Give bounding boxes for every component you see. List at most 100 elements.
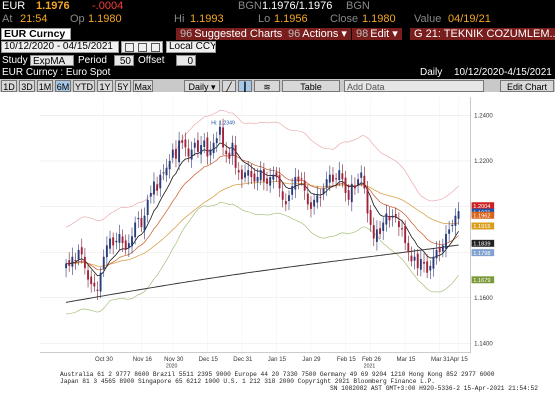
candle: [140, 217, 143, 228]
candle: [407, 242, 410, 253]
candle: [328, 174, 331, 183]
last-price: 1.1976: [36, 0, 70, 12]
candle: [388, 215, 391, 221]
study-select[interactable]: ExpMA: [30, 55, 74, 67]
period-button-max[interactable]: Max: [133, 80, 153, 92]
open-value: 1.1980: [88, 13, 122, 25]
year-label: 2021: [364, 363, 376, 369]
high-annotation: Hi: 1.2349: [211, 120, 235, 126]
candle: [247, 170, 250, 176]
line-chart-icon[interactable]: ╱: [222, 80, 236, 92]
candle: [146, 199, 149, 215]
candle: [109, 238, 111, 249]
add-data-input[interactable]: Add Data: [344, 80, 484, 92]
bid-ask: 1.1976/1.1976: [262, 0, 333, 12]
ema-200: [65, 244, 459, 303]
study-row: 10/12/2020 - 04/15/2021 Local CCY: [0, 41, 555, 54]
period-button-ytd[interactable]: YTD: [73, 80, 95, 92]
candle: [347, 190, 350, 200]
candle: [445, 233, 447, 249]
candle: [240, 169, 243, 180]
period-button-1y[interactable]: 1Y: [97, 80, 113, 92]
price-label: 1.1798: [473, 251, 490, 257]
candle: [457, 211, 460, 219]
y-tick-label: 1.1400: [474, 342, 493, 348]
candle: [313, 199, 316, 207]
chart-style-icon[interactable]: ≋: [254, 80, 280, 92]
security-field[interactable]: EUR Curncy: [1, 28, 71, 40]
calendar-icon[interactable]: [121, 41, 163, 53]
edit-button[interactable]: 98 Edit ▾: [352, 28, 402, 40]
ema-20: [66, 154, 459, 271]
candle: [149, 192, 152, 197]
time-value: 21:54: [20, 13, 48, 25]
period-button-5y[interactable]: 5Y: [115, 80, 131, 92]
candle: [451, 224, 454, 227]
add-data-label: Add Data: [347, 82, 385, 92]
candle: [162, 172, 165, 174]
candle: [332, 174, 334, 182]
price-label: 1.2004: [473, 204, 490, 210]
period-button-1d[interactable]: 1D: [1, 80, 17, 92]
candle: [300, 178, 303, 180]
suggested-charts-button[interactable]: 96 Suggested Charts: [176, 28, 287, 40]
candle: [404, 226, 407, 244]
candle: [80, 247, 83, 255]
frequency-select-label: Daily: [188, 82, 209, 92]
candle: [131, 236, 133, 247]
suggested-label: Suggested Charts: [194, 28, 283, 40]
offset-input[interactable]: 0: [176, 55, 196, 67]
actions-button[interactable]: 96 Actions ▾: [284, 28, 351, 40]
candle: [165, 167, 168, 176]
candle: [432, 256, 435, 269]
quote-header: EUR 1.1976 -.0004 BGN 1.1976/1.1976 BGN: [0, 0, 555, 13]
currency-select[interactable]: Local CCY: [166, 41, 216, 53]
candle: [121, 236, 124, 244]
y-tick-label: 1.2200: [474, 159, 493, 165]
candle: [429, 265, 432, 271]
candle: [153, 181, 155, 195]
x-tick-label: Dec 31: [233, 357, 253, 363]
period-button-3d[interactable]: 3D: [19, 80, 35, 92]
close-label: Close: [330, 13, 359, 25]
candle: [256, 176, 259, 182]
candle: [244, 172, 246, 178]
price-label: 1.1962: [473, 213, 490, 219]
candle: [187, 148, 190, 157]
edit-chart-label: Edit Chart: [506, 82, 548, 92]
period-input[interactable]: 50: [114, 55, 134, 67]
candle: [369, 210, 372, 225]
candle: [423, 261, 425, 264]
price-label-bg: [471, 249, 495, 257]
candle: [341, 173, 344, 180]
candle: [250, 170, 253, 177]
period-button-1m[interactable]: 1M: [37, 80, 53, 92]
candle: [441, 245, 444, 252]
price-chart[interactable]: 1.24001.22001.20001.18001.16001.1400Oct …: [0, 92, 555, 369]
frequency-select[interactable]: Daily ▾: [184, 80, 220, 92]
edit-chart-button[interactable]: Edit Chart: [500, 80, 554, 92]
footer: Australia 61 2 9777 8600 Brazil 5511 239…: [0, 369, 555, 400]
bollinger-upper: [65, 109, 459, 228]
candle: [454, 215, 457, 226]
candle: [413, 256, 416, 261]
period-button-6m[interactable]: 6M: [55, 80, 71, 92]
candle: [156, 184, 159, 191]
page-title-button[interactable]: G 21: TEKNIK COZUMLEM...: [410, 28, 555, 40]
candle: [281, 191, 284, 200]
candle-chart-icon[interactable]: ┃: [238, 80, 252, 92]
candle: [71, 256, 74, 267]
frequency-label: Daily: [420, 67, 443, 78]
candle: [87, 270, 89, 280]
candle: [401, 228, 403, 230]
candle: [288, 195, 290, 202]
button-row: 1D 3D 1M 6M YTD 1Y 5Y Max Daily ▾ ╱ ┃ ≋ Table A…: [0, 79, 555, 92]
ohlc-row: At 21:54 Op 1.1980 Hi 1.1993 Lo 1.1956 C…: [0, 13, 555, 27]
date-range-field[interactable]: 10/12/2020 - 04/15/2021: [1, 41, 119, 53]
table-button[interactable]: Table: [282, 80, 340, 92]
price-label: 1.1839: [473, 241, 490, 247]
candle: [269, 176, 272, 186]
candle: [435, 249, 438, 259]
price-label: 1.1679: [473, 278, 490, 284]
candle: [448, 229, 451, 234]
